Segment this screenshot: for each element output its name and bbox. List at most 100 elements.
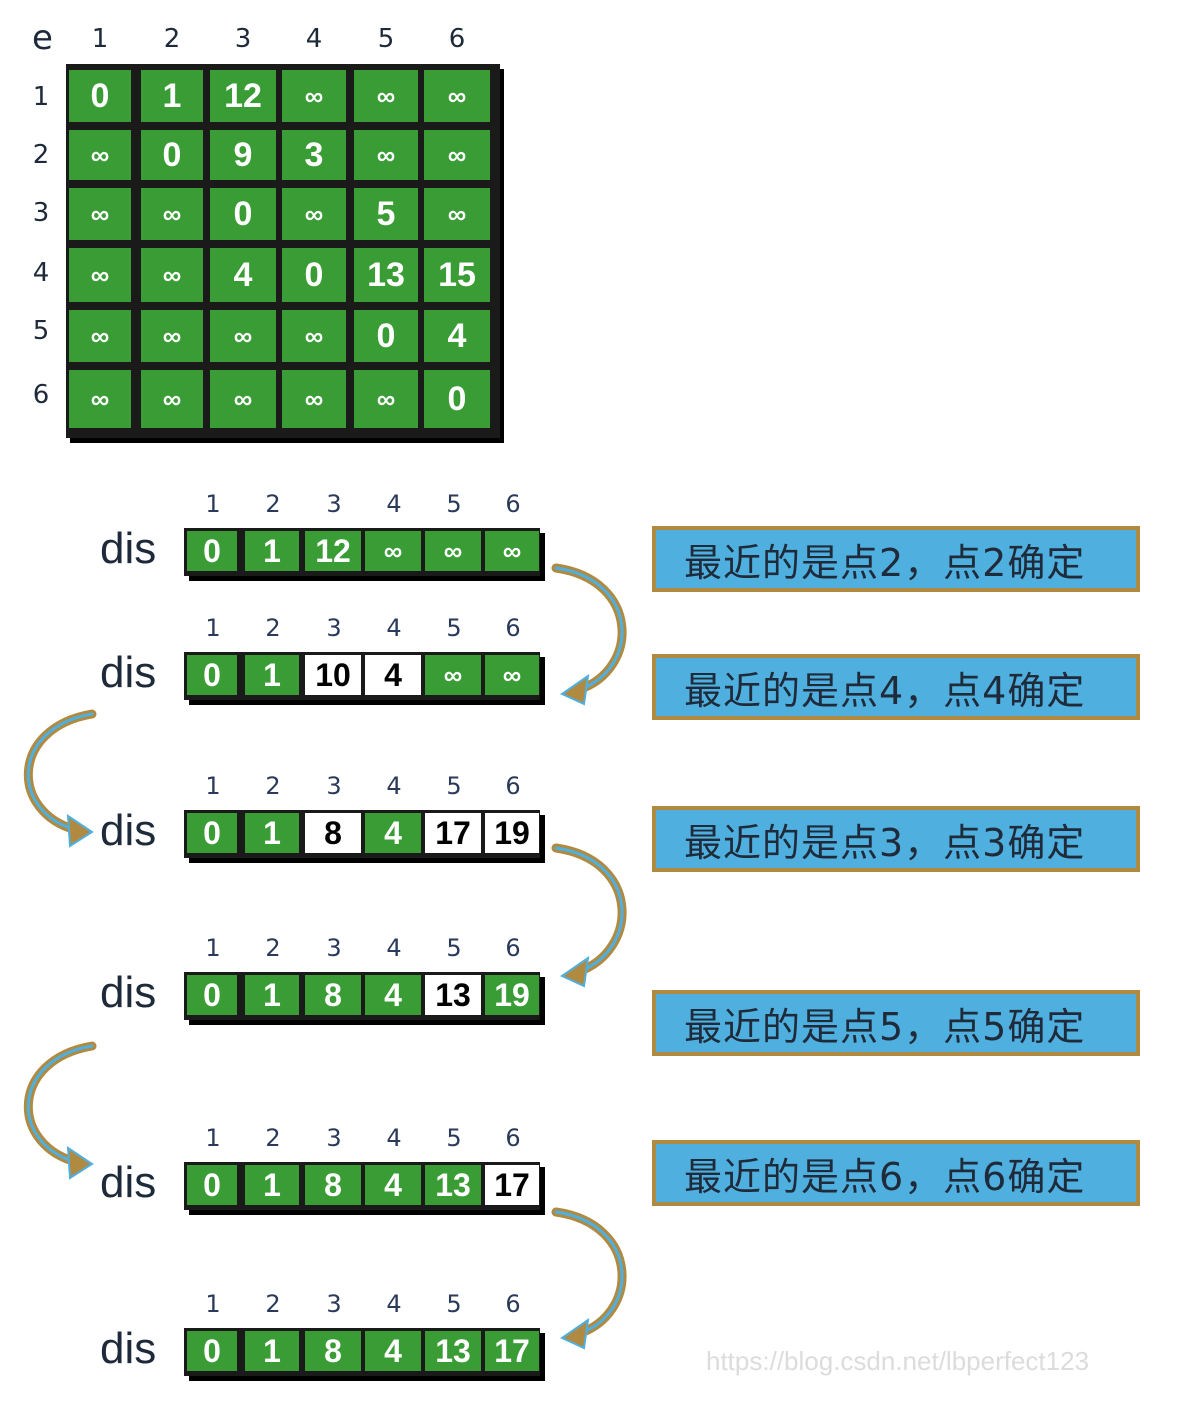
matrix-cell: 12 [210,70,276,122]
matrix-cell: ∞ [69,310,131,362]
matrix-cell: ∞ [424,188,490,240]
step-note: 最近的是点2，点2确定 [652,526,1140,592]
dis-cell: 1 [245,1165,299,1205]
arrow-head [559,955,590,988]
arrow-head [66,1146,94,1180]
matrix-col-header: 4 [305,24,323,54]
arrow-head [66,814,94,848]
dis-array: 0 1 8 4 13 17 [184,1162,540,1210]
dis-cell: 13 [425,975,481,1015]
dis-col-header: 6 [505,614,521,642]
matrix-cell: ∞ [282,188,346,240]
dis-col-header: 2 [265,772,281,800]
dis-col-header: 5 [446,614,462,642]
matrix-cell: ∞ [69,248,131,302]
dis-cell: 8 [305,1331,361,1371]
dis-col-header: 1 [205,934,221,962]
dis-cell: 0 [187,655,237,695]
matrix-cell: ∞ [210,370,276,428]
matrix-cell: 0 [69,70,131,122]
matrix-cell: 0 [282,248,346,302]
dis-cell: 4 [365,975,421,1015]
dis-cell: 17 [425,813,481,853]
dis-cell: 4 [365,813,421,853]
curved-arrow-highlight [554,566,624,692]
dis-label: dis [100,524,157,573]
dis-cell: 8 [305,813,361,853]
matrix-row-header: 4 [32,258,50,288]
matrix-cell: 13 [354,248,418,302]
matrix-cell: ∞ [69,188,131,240]
dis-cell: 1 [245,531,299,571]
step-note: 最近的是点5，点5确定 [652,990,1140,1056]
dis-cell: 13 [425,1331,481,1371]
matrix-row-header: 1 [32,82,50,112]
curved-arrow [24,1041,97,1167]
matrix-cell: ∞ [282,310,346,362]
dis-array: 0 1 10 4 ∞ ∞ [184,652,540,700]
matrix-cell: ∞ [141,248,203,302]
dis-col-header: 4 [386,772,402,800]
curved-arrow-highlight [554,846,624,974]
dis-cell: 12 [305,531,361,571]
matrix-cell: 0 [424,370,490,428]
dis-col-header: 1 [205,772,221,800]
dis-cell: 17 [485,1331,539,1371]
curved-arrow-highlight [27,1044,94,1164]
dis-label: dis [100,648,157,697]
dis-col-header: 4 [386,614,402,642]
dis-col-header: 3 [326,772,342,800]
curved-arrow [551,563,627,695]
dis-cell: ∞ [365,531,421,571]
dis-label: dis [100,968,157,1017]
step-note: 最近的是点3，点3确定 [652,806,1140,872]
matrix-cell: 15 [424,248,490,302]
matrix-cell: ∞ [141,310,203,362]
dis-cell: 0 [187,1165,237,1205]
dis-array: 0 1 8 4 13 19 [184,972,540,1020]
matrix-cell: 5 [354,188,418,240]
dis-cell: 10 [305,655,361,695]
curved-arrow [551,1207,627,1339]
dis-col-header: 3 [326,1290,342,1318]
step-note: 最近的是点4，点4确定 [652,654,1140,720]
dis-col-header: 1 [205,1124,221,1152]
dis-col-header: 2 [265,934,281,962]
dis-cell: 1 [245,813,299,853]
dis-col-header: 5 [446,490,462,518]
dis-col-header: 1 [205,490,221,518]
dis-label: dis [100,1324,157,1373]
dis-col-header: 5 [446,934,462,962]
matrix-cell: ∞ [354,70,418,122]
curved-arrow [24,709,97,835]
dis-cell: ∞ [485,655,539,695]
dis-cell: ∞ [485,531,539,571]
matrix-corner-label: e [32,18,53,58]
matrix-cell: ∞ [69,130,131,180]
matrix-row-header: 3 [32,198,50,228]
dis-array: 0 1 8 4 13 17 [184,1328,540,1376]
dis-col-header: 1 [205,614,221,642]
matrix-cell: 4 [424,310,490,362]
dis-cell: 4 [365,1331,421,1371]
dis-cell: 4 [365,1165,421,1205]
dis-cell: 0 [187,531,237,571]
dis-cell: 17 [485,1165,539,1205]
matrix-cell: ∞ [141,188,203,240]
matrix-cell: ∞ [210,310,276,362]
adjacency-matrix: 0 1 12 ∞ ∞ ∞ ∞ 0 9 3 ∞ ∞ ∞ ∞ 0 ∞ 5 ∞ ∞ ∞ 4 0 13 15 ∞ ∞ ∞ ∞ 0 4 ∞ ∞ ∞ ∞ ∞ 0 [66,64,500,438]
dis-col-header: 2 [265,614,281,642]
matrix-cell: ∞ [354,370,418,428]
dis-col-header: 4 [386,934,402,962]
dis-col-header: 2 [265,1290,281,1318]
dis-cell: 8 [305,975,361,1015]
dis-col-header: 6 [505,490,521,518]
dis-cell: 1 [245,655,299,695]
dis-col-header: 3 [326,490,342,518]
matrix-col-header: 2 [163,24,181,54]
matrix-cell: 0 [354,310,418,362]
matrix-cell: ∞ [282,70,346,122]
dis-col-header: 4 [386,1290,402,1318]
matrix-cell: ∞ [424,130,490,180]
